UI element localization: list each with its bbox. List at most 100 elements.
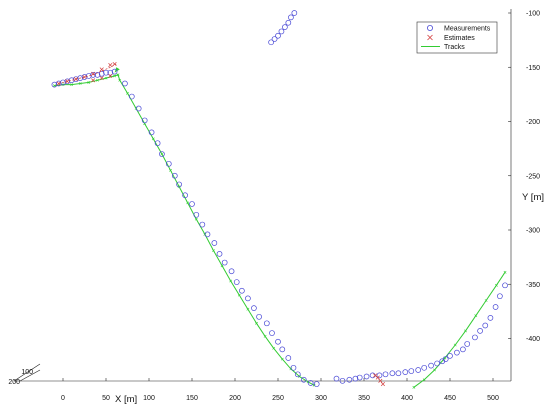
measurement-point bbox=[60, 79, 66, 86]
estimate-stroke bbox=[378, 378, 383, 383]
measurement-point bbox=[55, 80, 62, 87]
measurement-point bbox=[421, 364, 428, 371]
measurement-point bbox=[189, 201, 195, 207]
y-ticks: -100 -150 -200 -250 -300 -350 -400 bbox=[508, 11, 540, 343]
estimate-point bbox=[380, 382, 385, 387]
track-point bbox=[70, 83, 74, 87]
measurement-point bbox=[447, 353, 453, 359]
track-point bbox=[412, 385, 416, 389]
measurement-point bbox=[98, 70, 105, 77]
measurement-point bbox=[94, 71, 101, 78]
track-point bbox=[422, 378, 426, 382]
measurement-point bbox=[269, 330, 275, 336]
measurement-point bbox=[279, 346, 286, 353]
measurement-point bbox=[352, 375, 359, 382]
track-arrow bbox=[114, 67, 120, 73]
track-point bbox=[263, 334, 267, 338]
measurement-point bbox=[291, 10, 298, 16]
estimate-stroke bbox=[82, 74, 87, 80]
measurement-point bbox=[268, 39, 274, 46]
estimate-point bbox=[375, 375, 380, 380]
track-point-stroke bbox=[237, 293, 241, 297]
track-point-stroke bbox=[263, 334, 267, 338]
measurement-point bbox=[271, 36, 278, 42]
measurement-point bbox=[454, 349, 460, 356]
measurement-point bbox=[64, 78, 71, 85]
measurement-point bbox=[77, 75, 84, 81]
estimate-point bbox=[378, 378, 383, 383]
estimate-stroke bbox=[108, 63, 113, 68]
measurement-point bbox=[176, 181, 182, 188]
measurement-point bbox=[288, 14, 294, 21]
x-tick-label: 0 bbox=[61, 395, 65, 402]
estimate-curve bbox=[58, 63, 117, 84]
track-point-stroke bbox=[412, 385, 416, 389]
measurement-point bbox=[333, 375, 340, 382]
track-point bbox=[246, 307, 250, 311]
measurement-point bbox=[239, 287, 245, 294]
x-tick-label: 300 bbox=[315, 395, 327, 402]
measurement-point bbox=[434, 360, 440, 367]
measurement-point bbox=[356, 374, 363, 381]
track-point bbox=[474, 314, 478, 318]
track-point-stroke bbox=[151, 137, 155, 141]
legend-estimates-label: Estimates bbox=[444, 35, 475, 42]
track-point-stroke bbox=[255, 321, 258, 325]
measurement-point bbox=[395, 370, 402, 377]
measurement-point bbox=[122, 80, 128, 87]
measurement-point bbox=[482, 322, 489, 329]
measurement-point bbox=[193, 211, 200, 218]
measurement-point bbox=[294, 371, 301, 378]
track-point-stroke bbox=[116, 73, 120, 77]
y-tick-label: -400 bbox=[526, 336, 540, 343]
measurement-point bbox=[442, 356, 449, 362]
measurement-point bbox=[313, 381, 320, 387]
measurement-point bbox=[135, 105, 142, 112]
track-point-stroke bbox=[160, 152, 164, 156]
estimate-stroke bbox=[375, 375, 380, 380]
measurement-point bbox=[278, 28, 285, 35]
track-line bbox=[413, 272, 506, 388]
track-point bbox=[453, 343, 457, 347]
measurement-point bbox=[216, 251, 223, 257]
measurement-point bbox=[171, 172, 178, 179]
track-point-stroke bbox=[464, 329, 467, 333]
measurement-point bbox=[85, 73, 92, 79]
x-tick-label: 200 bbox=[229, 395, 241, 402]
measurement-point bbox=[275, 32, 281, 39]
track-point-stroke bbox=[212, 249, 215, 253]
track-point bbox=[433, 368, 436, 372]
measurement-point bbox=[90, 71, 96, 78]
track-point-stroke bbox=[52, 84, 56, 88]
estimate-point bbox=[91, 78, 96, 83]
measurement-point bbox=[256, 313, 262, 320]
measurement-point bbox=[111, 68, 118, 75]
z-tick-label: 100 bbox=[21, 369, 33, 376]
track-point bbox=[464, 329, 467, 333]
y-tick-label: -350 bbox=[526, 282, 540, 289]
axis-z-edge-2 bbox=[19, 369, 41, 382]
measurement-point bbox=[408, 368, 415, 374]
track-point-stroke bbox=[87, 81, 91, 84]
measurement-point bbox=[472, 334, 478, 341]
track-point bbox=[272, 346, 276, 350]
measurement-point bbox=[148, 129, 155, 136]
track-point bbox=[52, 84, 56, 88]
x-tick-label: 50 bbox=[102, 395, 110, 402]
estimate-point bbox=[56, 81, 61, 86]
track-point-stroke bbox=[104, 76, 108, 80]
track-point bbox=[116, 73, 120, 77]
measurement-point bbox=[300, 376, 307, 383]
track-point bbox=[126, 91, 129, 95]
track-point-stroke bbox=[474, 314, 478, 318]
track-point-stroke bbox=[126, 91, 129, 95]
measurement-point bbox=[107, 69, 114, 76]
track-point-stroke bbox=[70, 83, 74, 87]
y-tick-label: -150 bbox=[526, 65, 540, 72]
track-point-stroke bbox=[169, 168, 172, 172]
track-point-stroke bbox=[495, 283, 498, 287]
y-axis-label: Y [m] bbox=[522, 192, 544, 203]
measurement-point bbox=[428, 362, 434, 369]
measurement-point bbox=[487, 315, 494, 321]
track-point bbox=[78, 82, 82, 85]
